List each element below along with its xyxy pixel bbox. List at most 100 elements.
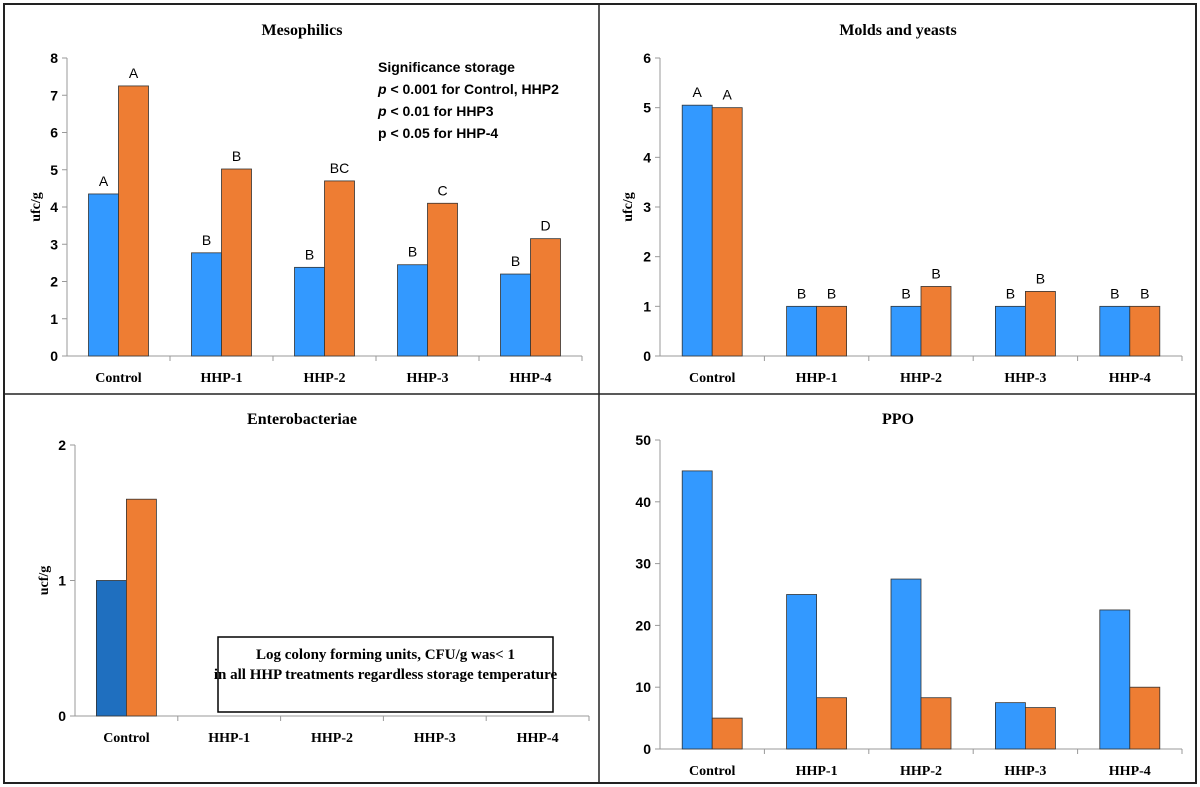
bar-significance-label: B xyxy=(232,148,241,164)
chart-title: Mesophilics xyxy=(262,22,343,39)
y-tick-label: 5 xyxy=(643,100,651,116)
bar-significance-label: BC xyxy=(330,160,349,176)
y-axis-label: ucf/g xyxy=(37,566,52,596)
bar-series-1 xyxy=(995,702,1026,750)
y-tick-label: 30 xyxy=(635,556,651,572)
p-condition: p < 0.05 for HHP-4 xyxy=(378,125,498,141)
bar-series-1 xyxy=(397,264,428,357)
bar-series-2 xyxy=(920,697,952,750)
bar-significance-label: B xyxy=(901,285,910,301)
panel-enterobacteriae: Enterobacteriae ucf/g 0 1 2 Control HHP-1 HHP-2… xyxy=(37,411,590,746)
x-tick-label: Control xyxy=(95,371,142,386)
bar-significance-label: B xyxy=(931,265,940,281)
y-tick-label: 0 xyxy=(50,348,58,364)
bar-series-1 xyxy=(1099,609,1131,750)
y-tick-label: 3 xyxy=(643,199,651,215)
panel-molds-and-yeasts: Molds and yeasts ufc/g 0 1 2 3 4 5 6 Control A A HHP… xyxy=(621,22,1183,386)
bar-series-2 xyxy=(1129,686,1161,750)
bar-series-2 xyxy=(324,180,355,357)
p-symbol: p xyxy=(377,81,387,97)
bar-significance-label: A xyxy=(693,84,703,100)
y-tick-label: 1 xyxy=(643,298,651,314)
bar-significance-label: A xyxy=(723,87,733,103)
x-tick-label: HHP-1 xyxy=(796,371,838,386)
significance-note-heading: Significance storage xyxy=(378,59,515,75)
x-tick-label: HHP-1 xyxy=(201,371,243,386)
x-tick-label: Control xyxy=(689,764,736,779)
bar-significance-label: D xyxy=(540,218,550,234)
x-tick-label: HHP-2 xyxy=(900,371,942,386)
bar-series-2 xyxy=(816,697,847,750)
y-tick-label: 10 xyxy=(635,679,651,695)
bar-significance-label: B xyxy=(408,244,417,260)
y-tick-label: 4 xyxy=(643,149,651,165)
y-axis-label: ufc/g xyxy=(621,192,636,222)
callout-text-line: Log colony forming units, CFU/g was< 1 xyxy=(256,647,515,663)
bar-series-2 xyxy=(1025,707,1056,750)
x-tick-label: HHP-3 xyxy=(1004,371,1046,386)
p-condition: < 0.01 for HHP3 xyxy=(387,103,494,119)
chart-title: Molds and yeasts xyxy=(839,22,956,39)
x-tick-label: HHP-2 xyxy=(304,371,346,386)
chart-title: PPO xyxy=(882,411,914,428)
bar-series-2 xyxy=(427,202,458,357)
x-tick-label: Control xyxy=(103,731,150,746)
bar-series-1 xyxy=(995,305,1026,357)
y-tick-label: 20 xyxy=(635,617,651,633)
y-tick-label: 6 xyxy=(50,125,58,141)
y-tick-label: 1 xyxy=(58,573,66,589)
y-tick-label: 3 xyxy=(50,236,58,252)
bar-series-2 xyxy=(816,305,847,357)
bar-series-1 xyxy=(890,305,922,357)
y-tick-label: 2 xyxy=(58,437,66,453)
y-tick-label: 0 xyxy=(643,348,651,364)
bar-significance-label: B xyxy=(827,285,836,301)
y-tick-label: 6 xyxy=(643,50,651,66)
x-tick-label: HHP-2 xyxy=(900,764,942,779)
bar-significance-label: A xyxy=(99,173,109,189)
x-tick-label: HHP-1 xyxy=(796,764,838,779)
bar-series-2 xyxy=(711,717,743,750)
bar-series-1 xyxy=(500,273,531,357)
bar-series-2 xyxy=(126,498,157,717)
bar-series-1 xyxy=(786,594,817,750)
bar-significance-label: B xyxy=(511,253,520,269)
y-tick-label: 2 xyxy=(643,249,651,265)
bar-series-2 xyxy=(530,238,561,357)
bar-significance-label: B xyxy=(1006,285,1015,301)
bar-series-1 xyxy=(191,252,222,357)
y-tick-label: 0 xyxy=(58,708,66,724)
bar-series-1 xyxy=(294,266,325,357)
bar-series-1 xyxy=(681,470,713,750)
chart-title: Enterobacteriae xyxy=(247,411,357,428)
bar-significance-label: B xyxy=(1110,285,1119,301)
bar-series-2 xyxy=(1025,291,1056,357)
bar-significance-label: B xyxy=(797,285,806,301)
bar-series-1 xyxy=(1099,305,1131,357)
y-tick-label: 50 xyxy=(635,432,651,448)
significance-note-line: p < 0.01 for HHP3 xyxy=(377,103,494,119)
callout-box xyxy=(217,636,554,713)
y-tick-label: 8 xyxy=(50,50,58,66)
bar-series-1 xyxy=(890,578,922,750)
bar-series-1 xyxy=(88,193,119,357)
x-tick-label: HHP-3 xyxy=(407,371,449,386)
bar-series-1 xyxy=(681,104,713,357)
p-symbol: p xyxy=(377,103,387,119)
y-tick-label: 0 xyxy=(643,741,651,757)
bar-series-2 xyxy=(920,286,952,357)
x-tick-label: HHP-1 xyxy=(208,731,250,746)
x-tick-label: HHP-4 xyxy=(1109,764,1151,779)
x-tick-label: HHP-4 xyxy=(517,731,559,746)
y-tick-label: 4 xyxy=(50,199,58,215)
bar-series-2 xyxy=(118,85,149,357)
significance-note-line: p < 0.001 for Control, HHP2 xyxy=(377,81,559,97)
bar-significance-label: B xyxy=(1140,285,1149,301)
x-tick-label: Control xyxy=(689,371,736,386)
bar-series-1 xyxy=(96,580,127,717)
bar-significance-label: C xyxy=(437,182,447,198)
x-tick-label: HHP-4 xyxy=(510,371,552,386)
callout-text-line: in all HHP treatments regardless storage… xyxy=(214,667,558,683)
x-tick-label: HHP-3 xyxy=(1004,764,1046,779)
bar-series-2 xyxy=(711,107,743,357)
